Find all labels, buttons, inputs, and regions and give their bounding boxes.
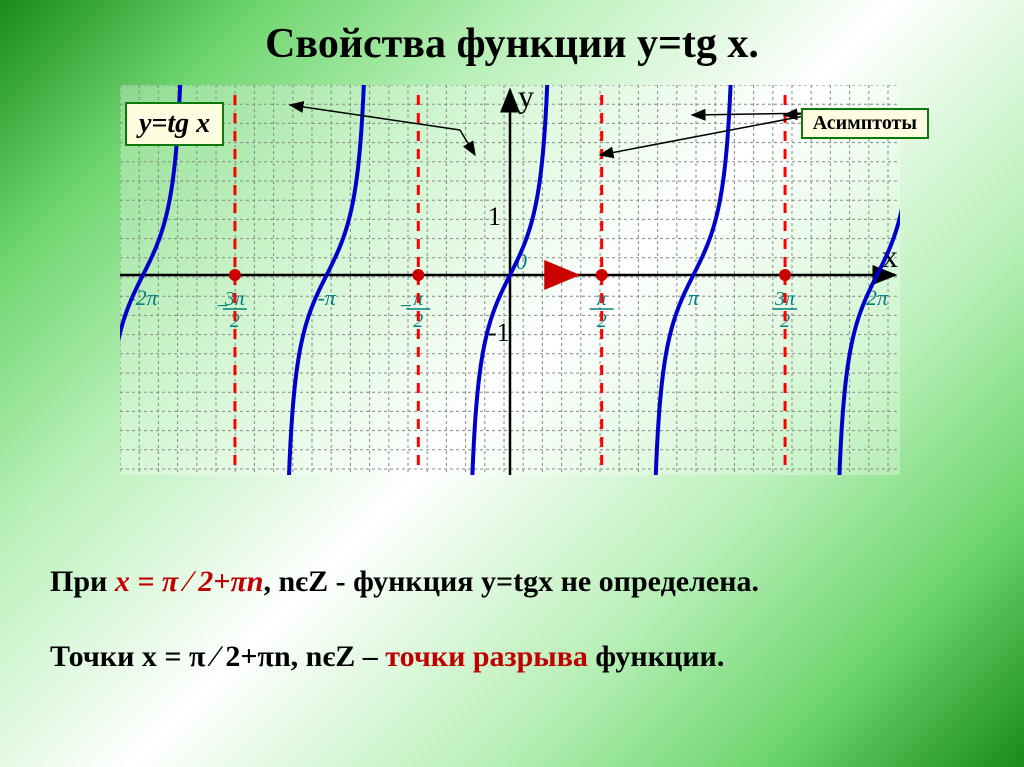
chart-svg: ху01-1-2π−3π2-π−π2π2π3π22π [120, 85, 900, 475]
statement-line-2: Точки х = π ∕ 2+πn, nєZ – точки разрыва … [50, 640, 950, 674]
line1-pre: При [50, 565, 115, 598]
line2-post: функции. [588, 640, 724, 673]
svg-text:1: 1 [488, 202, 501, 231]
statement-line-1: При х = π ∕ 2+πn, nєZ - функция y=tgx не… [50, 565, 950, 599]
line1-mid: , nєZ [263, 565, 328, 598]
page-title: Свойства функции y=tg x. [0, 0, 1024, 68]
svg-text:−: − [398, 293, 413, 318]
asymptote-label-box: Асимптоты [801, 108, 929, 139]
tangent-chart: ху01-1-2π−3π2-π−π2π2π3π22π [120, 85, 900, 475]
svg-text:π: π [688, 285, 700, 310]
line2-pre: Точки х = π ∕ 2+πn, nєZ – [50, 640, 385, 673]
line1-red: х = π ∕ 2+πn [115, 565, 264, 598]
function-label-box: у=tg x [125, 102, 224, 146]
line1-post: - функция y=tgx не определена. [328, 565, 759, 598]
line2-red: точки разрыва [385, 640, 588, 673]
svg-text:у: у [518, 85, 534, 114]
